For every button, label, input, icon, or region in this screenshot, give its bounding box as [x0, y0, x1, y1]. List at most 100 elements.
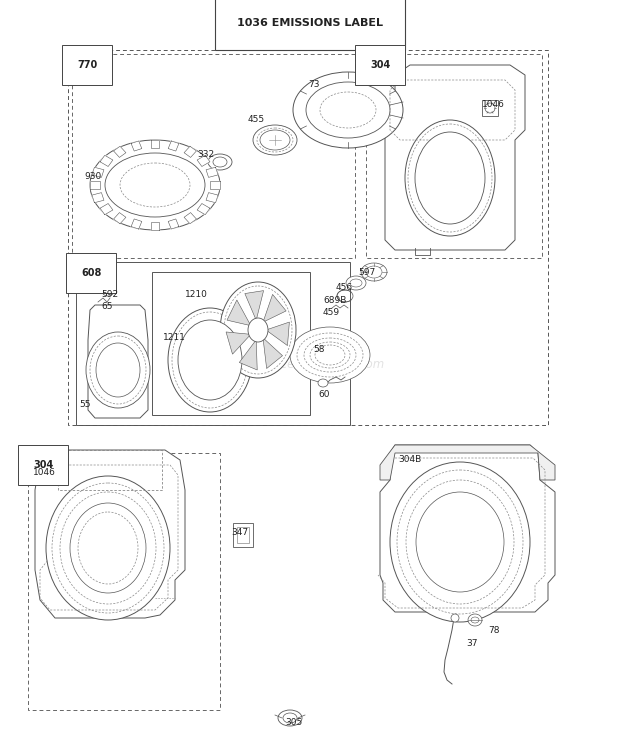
Ellipse shape: [105, 153, 205, 217]
Bar: [76, 262, 350, 425]
Text: 332: 332: [197, 150, 214, 159]
Polygon shape: [113, 213, 126, 224]
Text: 55: 55: [79, 400, 91, 409]
Text: 1036 EMISSIONS LABEL: 1036 EMISSIONS LABEL: [237, 18, 383, 28]
Ellipse shape: [390, 462, 530, 622]
Polygon shape: [227, 300, 251, 326]
Bar: [366, 54, 542, 258]
Ellipse shape: [70, 503, 146, 593]
Text: 455: 455: [248, 115, 265, 124]
Ellipse shape: [220, 282, 296, 378]
Polygon shape: [197, 204, 210, 215]
Ellipse shape: [346, 276, 366, 290]
Text: 930: 930: [84, 172, 101, 181]
Polygon shape: [131, 141, 142, 151]
Ellipse shape: [86, 332, 150, 408]
Text: 592: 592: [101, 290, 118, 299]
Ellipse shape: [283, 713, 297, 723]
Ellipse shape: [44, 471, 52, 479]
Text: 459: 459: [323, 308, 340, 317]
Ellipse shape: [168, 308, 252, 412]
Text: 689B: 689B: [323, 296, 347, 305]
Ellipse shape: [306, 82, 390, 138]
Ellipse shape: [248, 318, 268, 342]
Text: 58: 58: [313, 345, 324, 354]
Polygon shape: [184, 147, 197, 158]
Text: 770: 770: [77, 60, 97, 70]
Polygon shape: [380, 445, 555, 612]
Polygon shape: [151, 140, 159, 148]
Text: 1210: 1210: [185, 290, 208, 299]
Polygon shape: [206, 193, 218, 202]
Ellipse shape: [451, 614, 459, 622]
Bar: [41, 467, 55, 483]
Polygon shape: [263, 295, 286, 322]
Ellipse shape: [90, 140, 220, 230]
Polygon shape: [131, 219, 142, 229]
Polygon shape: [226, 332, 251, 354]
Polygon shape: [266, 322, 290, 345]
Text: 78: 78: [488, 626, 500, 635]
Text: 305: 305: [285, 718, 303, 727]
Text: 1211: 1211: [163, 333, 186, 342]
Text: 304: 304: [370, 60, 390, 70]
Text: 37: 37: [466, 639, 477, 648]
Text: 60: 60: [318, 390, 329, 399]
Ellipse shape: [96, 343, 140, 397]
Ellipse shape: [278, 710, 302, 726]
Polygon shape: [245, 291, 264, 320]
Polygon shape: [206, 167, 218, 177]
Ellipse shape: [120, 163, 190, 207]
Polygon shape: [92, 193, 104, 202]
Polygon shape: [90, 181, 100, 189]
Text: 347: 347: [231, 528, 248, 537]
Polygon shape: [168, 141, 179, 151]
Ellipse shape: [320, 92, 376, 128]
Text: 1046: 1046: [482, 100, 505, 109]
Ellipse shape: [415, 132, 485, 224]
Polygon shape: [88, 305, 148, 418]
Polygon shape: [35, 450, 185, 618]
Ellipse shape: [260, 130, 290, 150]
Polygon shape: [385, 65, 525, 250]
Ellipse shape: [213, 157, 227, 167]
Text: 304: 304: [33, 460, 53, 470]
Text: 1046: 1046: [33, 468, 56, 477]
Ellipse shape: [366, 266, 382, 278]
Polygon shape: [263, 338, 283, 368]
Polygon shape: [210, 181, 220, 189]
Ellipse shape: [178, 320, 242, 400]
Polygon shape: [380, 445, 555, 480]
Bar: [152, 272, 310, 415]
Ellipse shape: [208, 154, 232, 170]
Polygon shape: [113, 147, 126, 158]
Ellipse shape: [405, 120, 495, 236]
Polygon shape: [100, 155, 113, 167]
Bar: [237, 527, 249, 543]
Text: 456: 456: [336, 283, 353, 292]
Text: 597: 597: [358, 268, 375, 277]
Ellipse shape: [350, 279, 362, 287]
Bar: [28, 453, 220, 710]
Polygon shape: [197, 155, 210, 167]
Ellipse shape: [485, 103, 495, 113]
Ellipse shape: [318, 379, 328, 387]
Polygon shape: [151, 222, 159, 230]
Polygon shape: [184, 213, 197, 224]
Text: 304B: 304B: [398, 455, 421, 464]
Ellipse shape: [293, 72, 403, 148]
Ellipse shape: [253, 125, 297, 155]
Bar: [482, 100, 498, 116]
Bar: [72, 54, 355, 258]
Bar: [68, 50, 548, 425]
Ellipse shape: [290, 327, 370, 383]
Ellipse shape: [46, 476, 170, 620]
Text: 65: 65: [101, 302, 112, 311]
Text: eReplacementParts.com: eReplacementParts.com: [240, 358, 384, 371]
Ellipse shape: [471, 617, 479, 623]
Bar: [233, 523, 253, 547]
Text: 608: 608: [81, 268, 102, 278]
Ellipse shape: [416, 492, 504, 592]
Polygon shape: [92, 167, 104, 177]
Ellipse shape: [102, 286, 114, 296]
